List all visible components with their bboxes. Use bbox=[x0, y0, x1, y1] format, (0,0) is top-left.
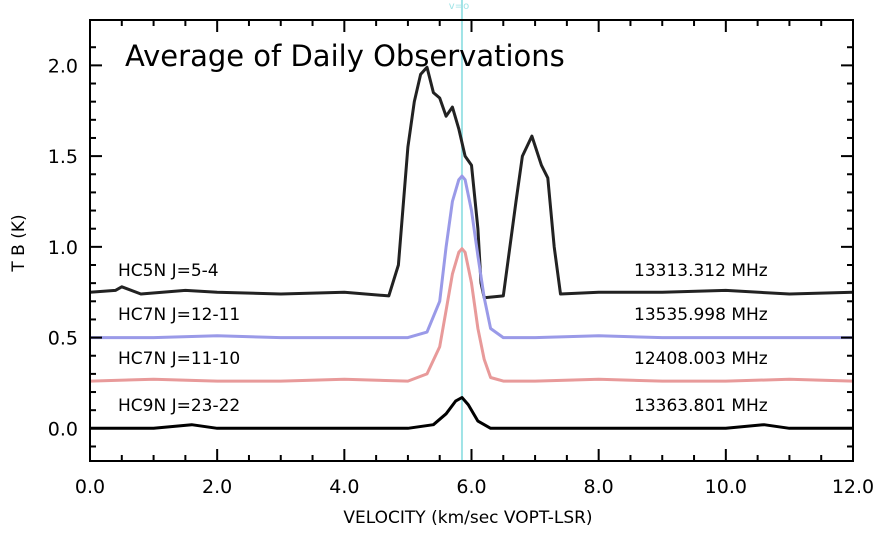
series-label-hc9n: HC9N J=23-22 bbox=[118, 396, 240, 416]
series-line-3 bbox=[90, 396, 853, 430]
series-label-hc7n-11-10: HC7N J=11-10 bbox=[118, 349, 240, 369]
tick-labels-layer: 0.0 2.0 4.0 6.0 8.0 10.0 12.0 0.0 0.5 1.0 1.5 2.0 bbox=[48, 55, 874, 498]
y-tick-label: 0.0 bbox=[48, 418, 78, 440]
series-line-2 bbox=[89, 247, 854, 383]
y-tick-label: 1.5 bbox=[48, 146, 78, 168]
y-tick-label: 2.0 bbox=[48, 55, 78, 77]
x-tick-label: 8.0 bbox=[584, 476, 614, 498]
x-axis-title: VELOCITY (km/sec VOPT-LSR) bbox=[343, 508, 592, 528]
x-tick-label: 4.0 bbox=[329, 476, 359, 498]
y-tick-label: 1.0 bbox=[48, 237, 78, 259]
series-frequency-hc5n: 13313.312 MHz bbox=[634, 261, 768, 281]
ticks-layer bbox=[89, 20, 854, 461]
series-frequency-hc7n-11-10: 12408.003 MHz bbox=[634, 349, 768, 369]
series-frequency-hc9n: 13363.801 MHz bbox=[634, 396, 768, 416]
y-axis-title: T B (K) bbox=[9, 214, 29, 272]
series-layer bbox=[89, 65, 854, 430]
plot-title: Average of Daily Observations bbox=[125, 39, 565, 73]
x-tick-label: 0.0 bbox=[75, 476, 105, 498]
x-tick-label: 6.0 bbox=[456, 476, 486, 498]
series-label-hc7n-12-11: HC7N J=12-11 bbox=[118, 305, 240, 325]
x-tick-label: 2.0 bbox=[202, 476, 232, 498]
y-tick-label: 0.5 bbox=[48, 328, 78, 350]
x-tick-label: 10.0 bbox=[705, 476, 747, 498]
x-tick-label: 12.0 bbox=[832, 476, 874, 498]
series-line-1 bbox=[90, 174, 853, 340]
series-frequency-hc7n-12-11: 13535.998 MHz bbox=[634, 305, 768, 325]
series-line-0 bbox=[89, 65, 854, 300]
top-marker-label: v=o bbox=[449, 1, 469, 12]
series-label-hc5n: HC5N J=5-4 bbox=[118, 261, 219, 281]
